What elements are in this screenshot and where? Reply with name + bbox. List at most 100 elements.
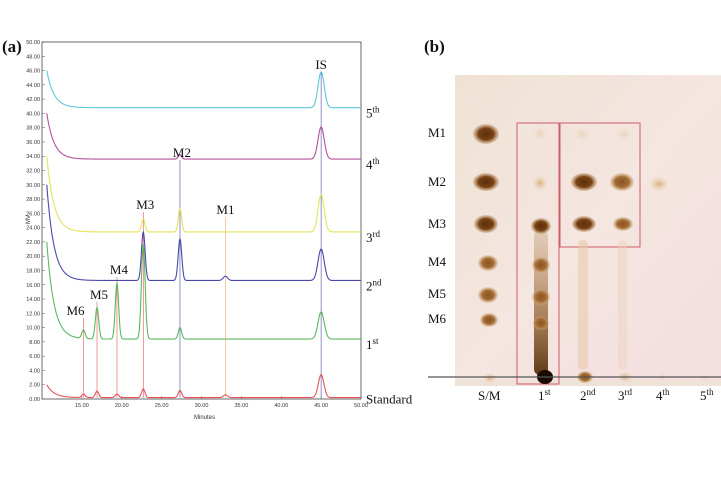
trace-label-3rd: 3rd [366,229,380,245]
x-tick-label: 45.00 [314,403,328,409]
y-tick-label: 30.00 [26,183,40,189]
trace-label-base: 1 [366,337,373,352]
highlight-box-lane-1 [516,122,560,385]
trace-label-5th: 5th [366,105,380,121]
y-tick-label: 16.00 [26,283,40,289]
spot-4th-m2 [650,177,668,191]
panel-a-label: (a) [2,37,22,56]
chromatogram: 0.00 2.00 4.00 6.00 8.00 10.00 12.00 14.00 16.00… [26,40,413,421]
y-tick-label: 8.00 [29,340,40,346]
x-tick-label: 40.00 [274,403,288,409]
lane-sm [473,124,499,383]
spot-sm-m2 [473,173,499,191]
x-axis-title: Minutes [194,415,215,421]
y-axis-ticks: 0.00 2.00 4.00 6.00 8.00 10.00 12.00 14.00 16.00… [26,40,45,403]
tlc-lane-label-0: S/M [478,388,501,403]
tlc-row-label-m4: M4 [428,254,447,269]
spot-2nd-m3 [572,216,596,232]
peak-label-m6: M6 [66,303,85,318]
spot-sm-m3 [474,215,498,233]
trace-label-base: 5 [366,106,373,121]
trace-label-sup: st [373,336,380,346]
y-tick-label: 24.00 [26,226,40,232]
peak-label-m5: M5 [90,287,108,302]
x-tick-label: 25.00 [155,403,169,409]
x-tick-label: 30.00 [195,403,209,409]
streak-3rd [618,240,627,370]
trace-label-base: 2 [366,278,373,293]
tlc-lane-label-sup: th [707,387,715,397]
trace-label-sup: rd [373,229,381,239]
y-tick-label: 0.00 [29,397,40,403]
trace-4th [46,113,361,160]
origin-sm [484,373,496,383]
spot-sm-m6 [480,313,498,327]
y-tick-label: 40.00 [26,111,40,117]
trace-label-1st: 1st [366,336,379,352]
trace-label-sup: th [373,156,381,166]
plot-area [41,41,362,400]
y-tick-label: 44.00 [26,83,40,89]
tlc-row-label-m3: M3 [428,216,446,231]
tlc-lane-label-sup: nd [587,387,597,397]
spot-1st-m3 [531,218,551,234]
trace-label-base: Standard [366,392,413,407]
y-tick-label: 18.00 [26,268,40,274]
tlc-lane-label-sup: th [663,387,671,397]
spot-1st-m5 [532,289,550,305]
trace-label-base: 4 [366,157,373,172]
y-tick-label: 14.00 [26,297,40,303]
y-tick-label: 46.00 [26,69,40,75]
y-tick-label: 20.00 [26,254,40,260]
spot-1st-m4 [532,257,550,273]
spot-3rd-m1 [615,127,633,141]
x-tick-label: 20.00 [115,403,129,409]
lane-2nd [571,127,597,383]
tlc-lane-label-5: 5th [700,387,714,403]
tlc-lane-label-base: 2 [580,388,587,403]
peak-label-is: IS [315,57,327,72]
y-tick-label: 38.00 [26,126,40,132]
y-tick-label: 42.00 [26,97,40,103]
spot-2nd-m1 [573,127,591,141]
spot-2nd-m2 [571,173,597,191]
tlc-row-label-m2: M2 [428,174,446,189]
trace-label-4th: 4th [366,156,380,172]
trace-5th [46,70,361,109]
trace-label-2nd: 2nd [366,277,382,293]
trace-label-base: 3 [366,230,373,245]
spot-sm-m5 [478,287,498,303]
streak-2nd [578,240,588,370]
peak-marker-lines [83,72,322,398]
trace-label-sup: nd [373,277,383,287]
lane-1st [531,127,553,384]
tlc-lane-label-base: 4 [656,388,663,403]
chromatogram-traces [46,70,361,399]
trace-standard [46,374,361,399]
spot-1st-m2 [533,176,547,190]
y-tick-label: 6.00 [29,354,40,360]
y-axis-title: MV [26,215,32,224]
x-tick-label: 35.00 [234,403,248,409]
trace-3rd [46,156,361,233]
x-tick-label: 15.00 [75,403,89,409]
tlc-lane-label-base: 5 [700,388,707,403]
peak-label-m3: M3 [136,197,154,212]
tlc-lane-labels: S/M 1st 2nd 3rd 4th 5th [478,387,714,403]
peak-label-m4: M4 [110,262,129,277]
tlc-row-label-m5: M5 [428,286,446,301]
tlc-lane-label-sup: st [545,387,552,397]
y-tick-label: 28.00 [26,197,40,203]
spot-sm-m4 [478,255,498,271]
y-tick-label: 2.00 [29,383,40,389]
spot-3rd-m3 [613,217,633,231]
plate-background-lower [455,380,721,386]
tlc-lane-label-base: 3 [618,388,625,403]
tlc-lane-label-base: 1 [538,388,545,403]
tlc-row-labels: M1 M2 M3 M4 M5 M6 [428,125,447,326]
lane-3rd [610,127,634,382]
spot-1st-m6 [533,316,549,330]
